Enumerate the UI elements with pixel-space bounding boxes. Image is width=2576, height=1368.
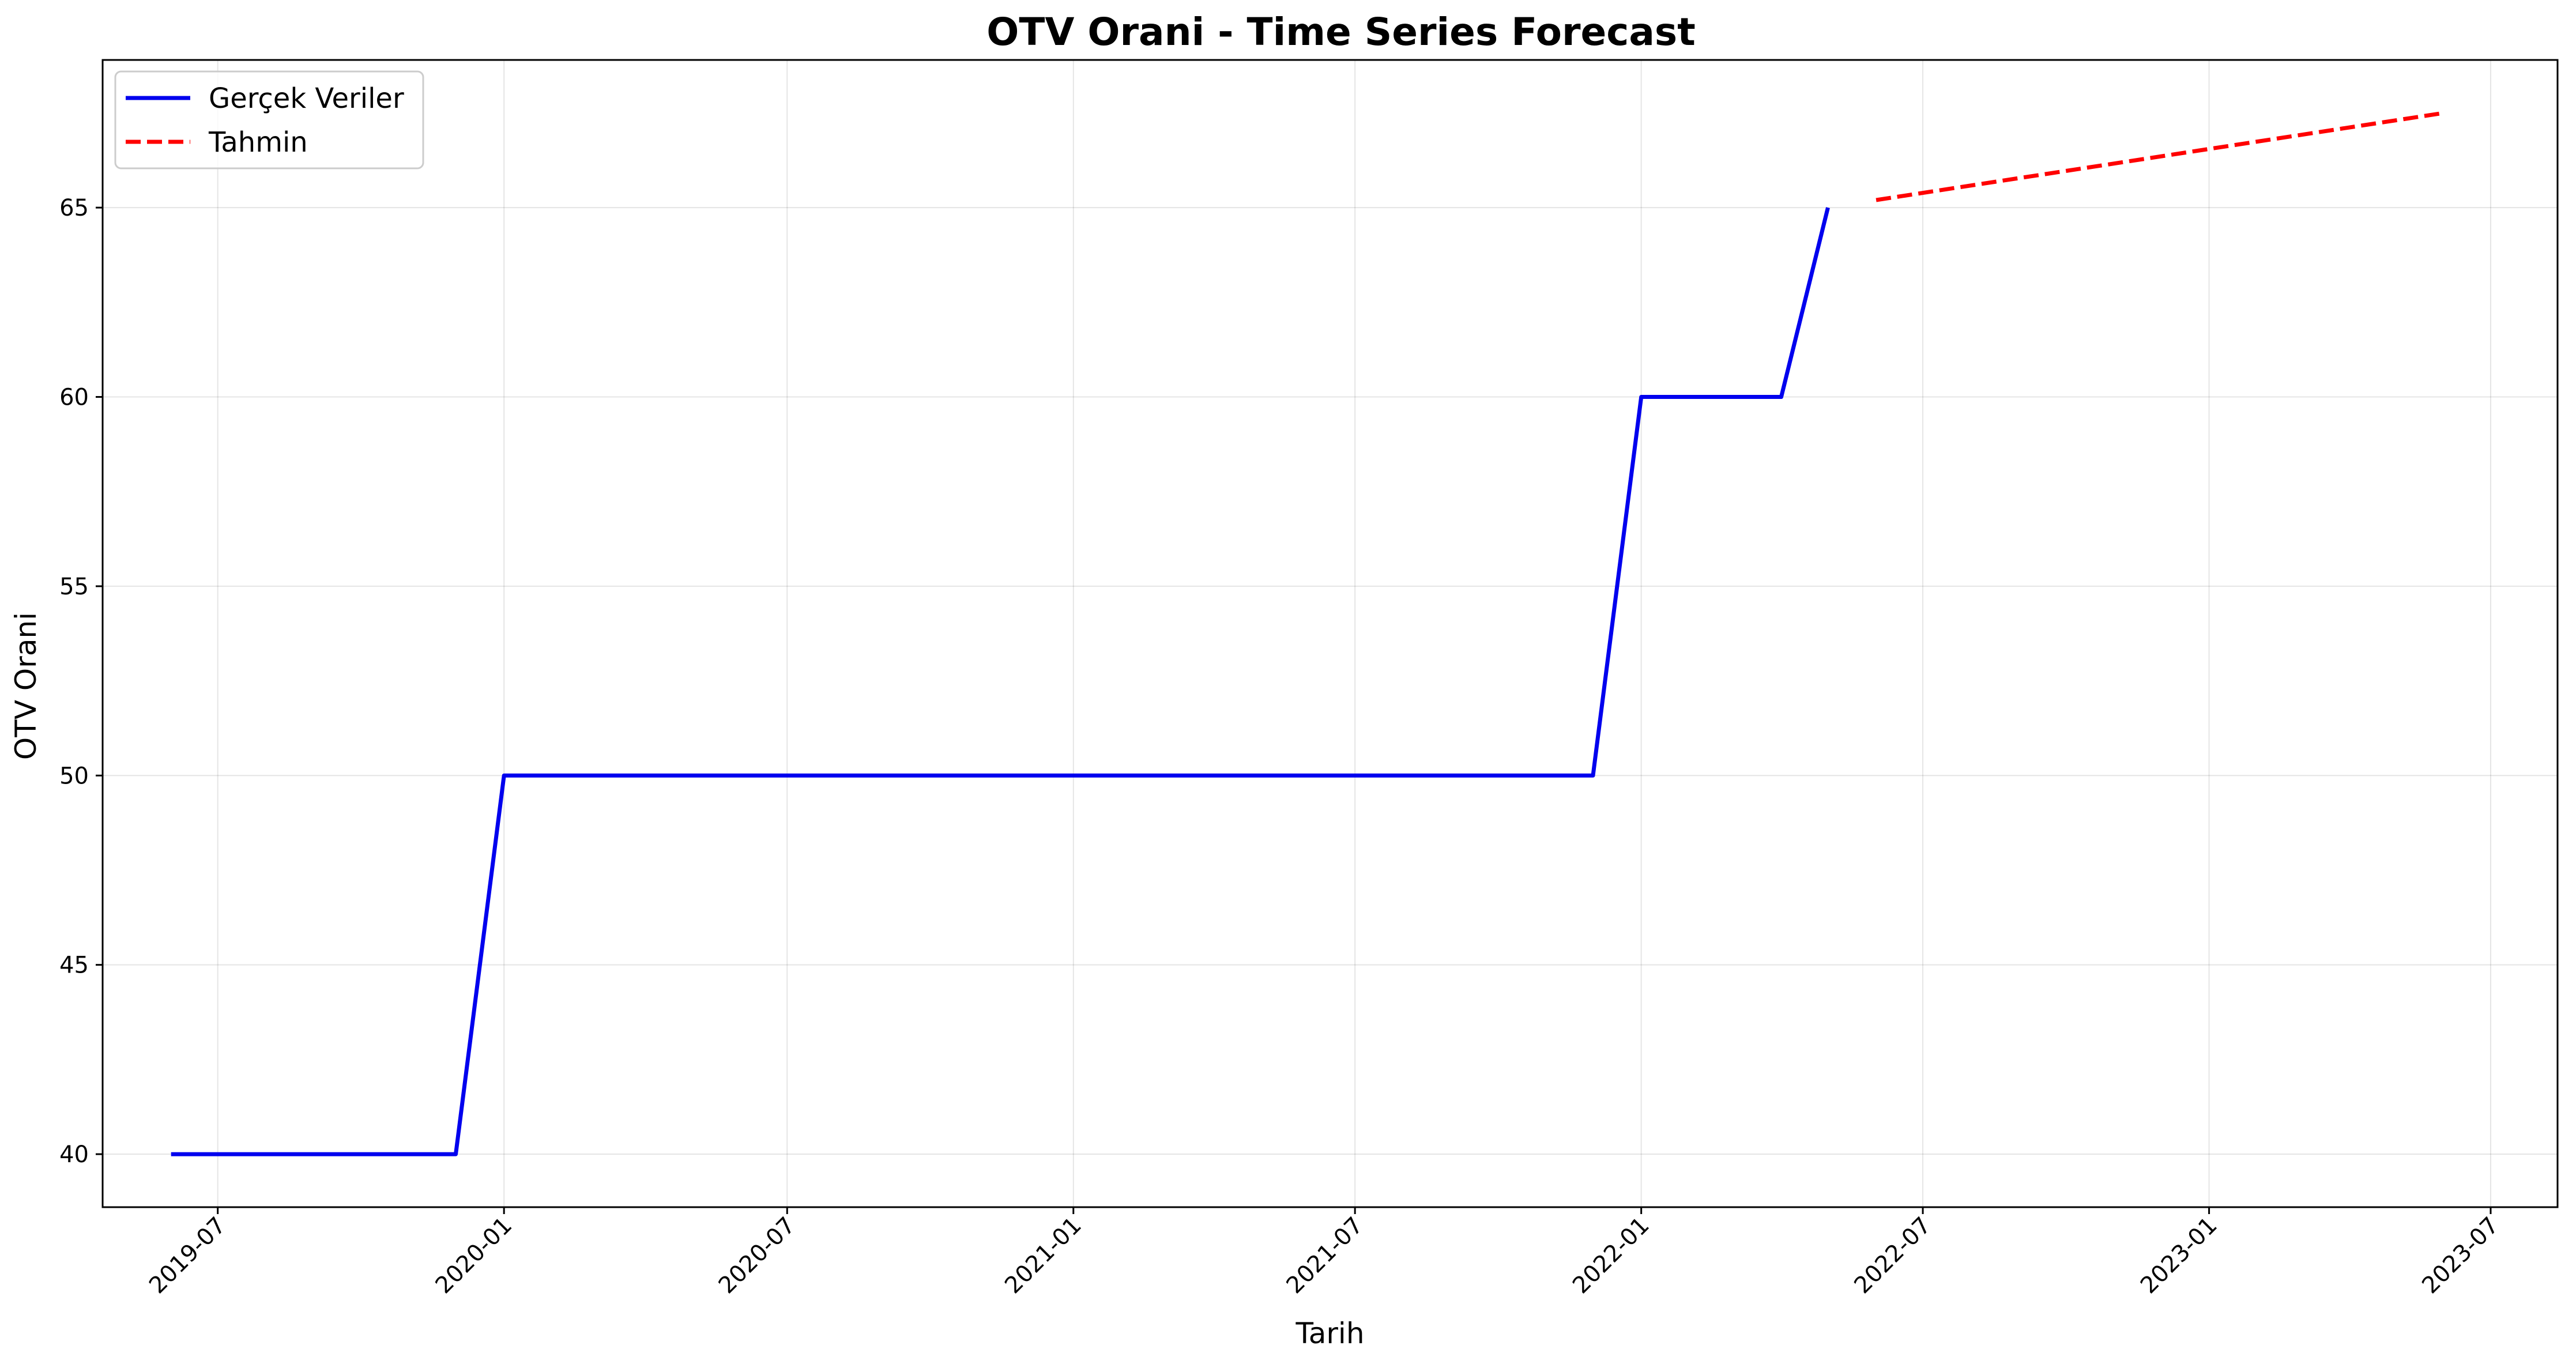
chart-title: OTV Orani - Time Series Forecast	[986, 10, 1696, 54]
y-tick-label: 50	[59, 763, 89, 789]
plot-frame	[101, 59, 2559, 1208]
y-tick-label: 45	[59, 952, 89, 979]
y-tick-label: 65	[59, 195, 89, 221]
series-line-forecast	[1875, 111, 2445, 202]
legend-box	[114, 70, 424, 169]
y-tick-label: 60	[59, 385, 89, 411]
y-tick-label: 40	[59, 1141, 89, 1168]
legend-label-actual: Gerçek Veriler	[209, 82, 404, 115]
y-tick-label: 55	[59, 574, 89, 600]
legend: Gerçek Veriler Tahmin	[114, 70, 424, 169]
x-axis-label: Tarih	[1295, 1317, 1364, 1350]
series-layer	[171, 111, 2445, 1156]
legend-label-forecast: Tahmin	[208, 126, 308, 159]
y-axis-label: OTV Orani	[9, 612, 43, 760]
series-line-actual	[171, 207, 1830, 1156]
